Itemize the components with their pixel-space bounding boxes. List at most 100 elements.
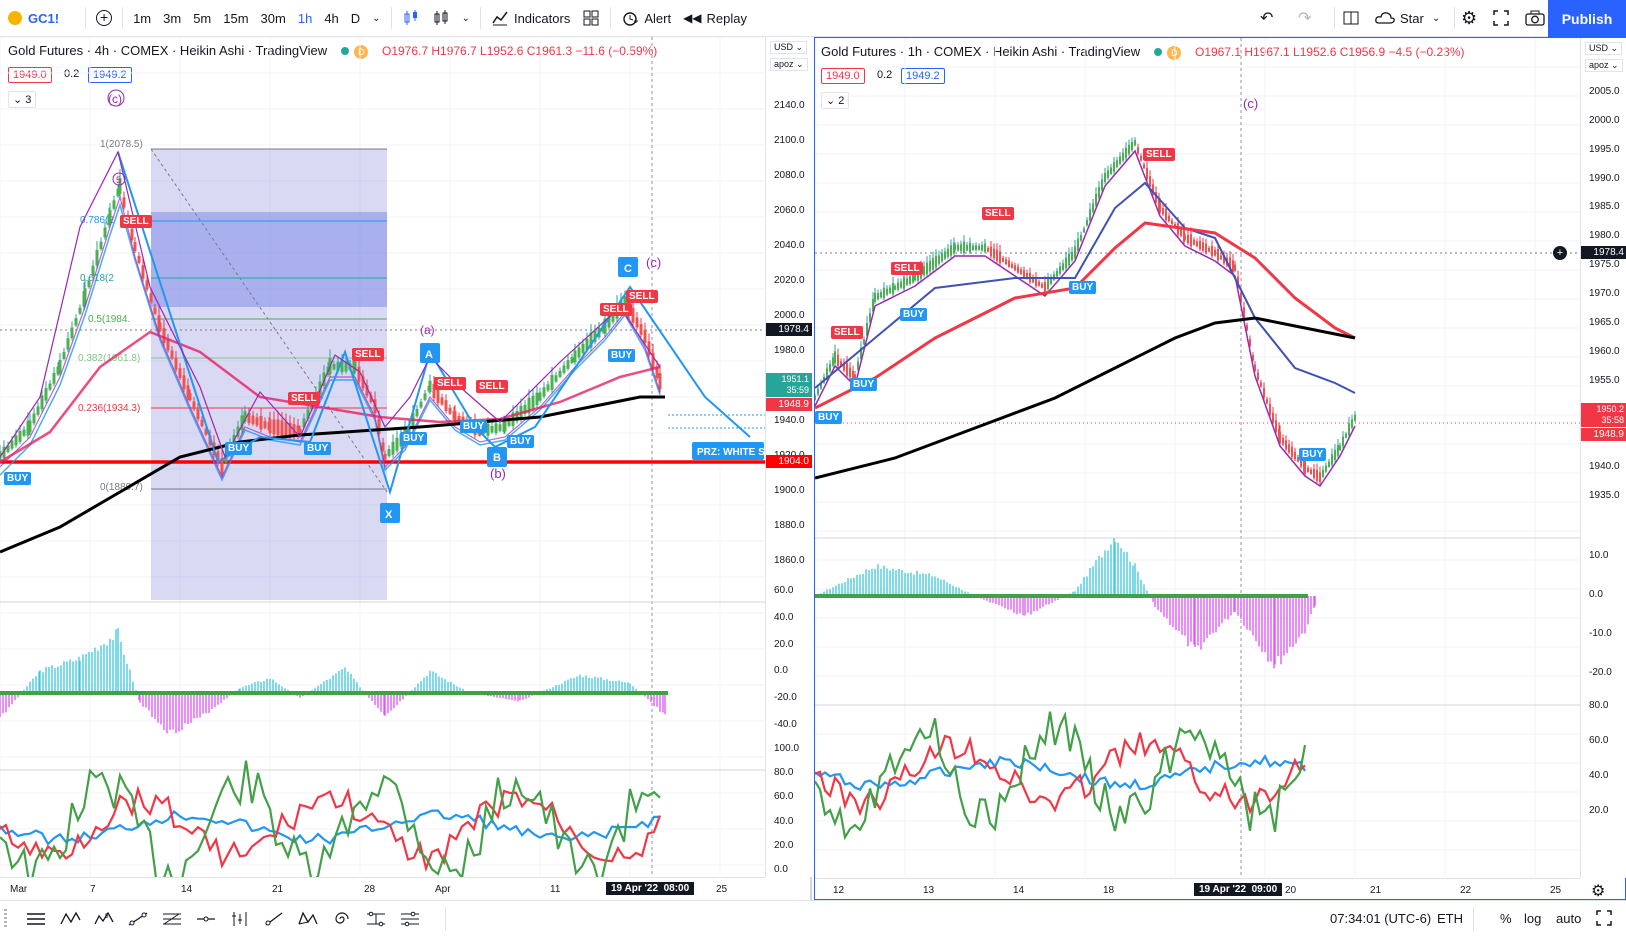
auto-toggle[interactable]: auto (1556, 911, 1582, 926)
spiral-icon[interactable] (329, 906, 355, 932)
signal-buy-7[interactable]: BUY (608, 349, 636, 362)
elliott-wave-icon[interactable]: 5 (91, 906, 117, 932)
ma-purple (815, 149, 1356, 488)
point-X[interactable]: X (380, 503, 400, 523)
candle-body (874, 292, 876, 303)
xabcd-pattern-icon[interactable] (295, 906, 321, 932)
left-bid-box[interactable]: 1949.0 (8, 67, 52, 83)
chart-type-bars[interactable] (426, 0, 456, 37)
undo-button[interactable]: ↶ (1254, 0, 1279, 37)
candle-body (655, 366, 659, 379)
signal-buy-1[interactable]: BUY (1069, 281, 1097, 294)
layout-button[interactable] (1336, 0, 1366, 37)
interval-30m[interactable]: 30m (260, 10, 286, 26)
signal-buy-2[interactable]: BUY (900, 308, 928, 321)
signal-buy-2[interactable]: BUY (225, 442, 253, 455)
signal-sell-7[interactable]: SELL (626, 290, 658, 303)
signal-buy-6[interactable]: BUY (507, 435, 535, 448)
compare-button[interactable]: + (90, 0, 118, 37)
interval-1m[interactable]: 1m (133, 10, 152, 26)
left-unit-selector[interactable]: apoz ⌄ (770, 58, 808, 71)
symbol-search[interactable]: GC1! (0, 0, 65, 37)
point-C[interactable]: C (618, 257, 638, 277)
indicators-button[interactable]: Indicators (485, 0, 576, 37)
axis-tick: 80.0 (774, 767, 794, 779)
save-layout-button[interactable]: Star ⌄ (1368, 0, 1446, 37)
signal-buy-5[interactable]: BUY (815, 411, 843, 424)
crosshair-plus-icon[interactable]: + (1553, 246, 1567, 260)
candle-body (243, 411, 247, 422)
signal-sell-3[interactable]: SELL (891, 262, 923, 275)
fib-retracement-icon[interactable] (159, 906, 185, 932)
signal-sell-5[interactable]: SELL (476, 380, 508, 393)
signal-buy-5[interactable]: BUY (460, 420, 488, 433)
ray-icon[interactable] (261, 906, 287, 932)
interval-D[interactable]: D (350, 10, 361, 26)
interval-1h[interactable]: 1h (297, 10, 313, 26)
signal-buy-3[interactable]: BUY (850, 378, 878, 391)
left-time-axis[interactable]: Mar 7 14 21 28 Apr 11 25 19 Apr '22 08:00 (0, 877, 765, 900)
left-line-price-label: 1904.0 (766, 455, 812, 468)
price-range-icon[interactable] (363, 906, 389, 932)
right-currency-selector[interactable]: USD ⌄ (1585, 42, 1623, 55)
right-unit-selector[interactable]: apoz ⌄ (1585, 59, 1623, 72)
point-B[interactable]: B (487, 447, 507, 467)
signal-sell-4[interactable]: SELL (831, 326, 863, 339)
right-bid-box[interactable]: 1949.0 (821, 68, 865, 84)
redo-button[interactable]: ↷ (1292, 0, 1317, 37)
right-price-axis[interactable]: USD ⌄ apoz ⌄ 2005.0 2000.0 1995.0 1990.0 198… (1580, 38, 1626, 878)
interval-5m[interactable]: 5m (193, 10, 212, 26)
maximize-icon[interactable] (1596, 910, 1612, 931)
ma-red (815, 221, 1356, 410)
right-time-axis[interactable]: 12 13 14 18 20 21 22 25 19 Apr '22 09:00 (815, 878, 1580, 901)
candle-body (247, 412, 251, 424)
chart-type-dropdown[interactable]: ⌄ (456, 0, 476, 37)
date-range-icon[interactable] (397, 906, 423, 932)
bars-pattern-icon[interactable] (227, 906, 253, 932)
pattern-abcd-icon[interactable] (57, 906, 83, 932)
trend-line-icon[interactable] (125, 906, 151, 932)
interval-dropdown[interactable]: ⌄ (366, 0, 386, 37)
replay-button[interactable]: ◀◀ Replay (677, 0, 753, 37)
left-chart-canvas[interactable]: 1(2078.5) 0.786(2 0.618(2 0.5(1984. 0.38… (0, 37, 812, 877)
interval-4h[interactable]: 4h (324, 10, 339, 26)
candle-body (444, 400, 448, 411)
right-chart-canvas[interactable]: (c) (815, 38, 1580, 878)
alert-button[interactable]: Alert (615, 0, 677, 37)
percent-toggle[interactable]: % (1500, 911, 1512, 926)
left-chart-pane[interactable]: Gold Futures · 4h · COMEX · Heikin Ashi … (0, 37, 812, 900)
left-currency-selector[interactable]: USD ⌄ (770, 41, 808, 54)
signal-sell-1[interactable]: SELL (1143, 148, 1175, 161)
right-chart-pane[interactable]: Gold Futures · 1h · COMEX · Heikin Ashi … (814, 37, 1626, 900)
left-ask-box[interactable]: 1949.2 (88, 67, 132, 83)
signal-buy-4[interactable]: BUY (400, 432, 428, 445)
left-collapse-indicators[interactable]: ⌄ 3 (8, 91, 37, 108)
signal-sell-6[interactable]: SELL (600, 303, 632, 316)
signal-sell-4[interactable]: SELL (434, 377, 466, 390)
signal-sell-2[interactable]: SELL (288, 392, 320, 405)
interval-15m[interactable]: 15m (223, 10, 249, 26)
chart-settings-gear-icon[interactable]: ⚙ (1591, 883, 1606, 900)
settings-button[interactable]: ⚙ (1455, 0, 1483, 37)
snapshot-button[interactable] (1519, 0, 1551, 37)
log-toggle[interactable]: log (1524, 911, 1542, 926)
chart-type-candles[interactable] (396, 0, 426, 37)
point-A[interactable]: A (420, 343, 440, 363)
fullscreen-button[interactable] (1487, 0, 1515, 37)
signal-sell-3[interactable]: SELL (352, 348, 384, 361)
prz-label[interactable]: PRZ: WHITE S (692, 442, 765, 460)
signal-sell-1[interactable]: SELL (120, 215, 152, 228)
menu-lines-icon[interactable] (23, 906, 49, 932)
clock-readout[interactable]: 07:34:01 (UTC-6) (1330, 911, 1432, 926)
signal-buy-3[interactable]: BUY (304, 442, 332, 455)
interval-3m[interactable]: 3m (163, 10, 182, 26)
signal-buy-1[interactable]: BUY (4, 472, 32, 485)
templates-button[interactable] (576, 0, 606, 37)
signal-sell-2[interactable]: SELL (982, 207, 1014, 220)
right-ask-box[interactable]: 1949.2 (901, 68, 945, 84)
left-price-axis[interactable]: USD ⌄ apoz ⌄ 2140.0 2100.0 2080.0 2060.0 204… (765, 37, 812, 877)
session-toggle[interactable]: ETH (1437, 911, 1463, 926)
horizontal-line-icon[interactable] (193, 906, 219, 932)
signal-buy-4[interactable]: BUY (1299, 448, 1327, 461)
publish-button[interactable]: Publish (1548, 0, 1626, 37)
